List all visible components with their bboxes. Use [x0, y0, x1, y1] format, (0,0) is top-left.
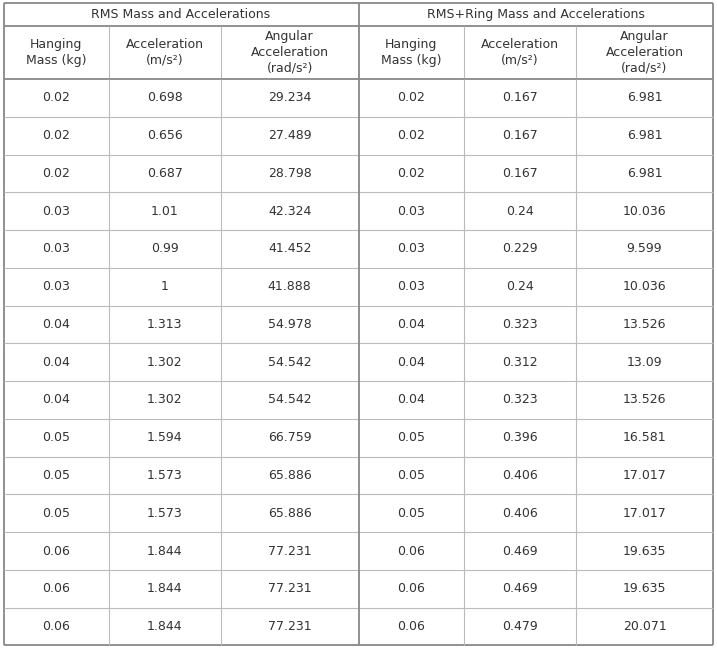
Text: 0.03: 0.03 — [42, 242, 70, 255]
Text: 0.05: 0.05 — [397, 507, 425, 520]
Text: 0.02: 0.02 — [397, 167, 425, 180]
Text: 0.698: 0.698 — [147, 91, 183, 104]
Text: 0.687: 0.687 — [147, 167, 183, 180]
Text: 20.071: 20.071 — [622, 620, 666, 633]
Text: 54.978: 54.978 — [267, 318, 311, 331]
Text: 19.635: 19.635 — [623, 544, 666, 557]
Text: 0.656: 0.656 — [147, 129, 183, 142]
Text: Acceleration
(m/s²): Acceleration (m/s²) — [125, 38, 204, 67]
Text: 1.01: 1.01 — [151, 205, 179, 218]
Text: 27.489: 27.489 — [268, 129, 311, 142]
Text: 1.573: 1.573 — [147, 469, 183, 482]
Text: 13.09: 13.09 — [627, 356, 663, 369]
Text: 28.798: 28.798 — [267, 167, 311, 180]
Text: 0.479: 0.479 — [502, 620, 538, 633]
Text: 10.036: 10.036 — [623, 280, 666, 293]
Text: 0.03: 0.03 — [42, 280, 70, 293]
Text: 0.469: 0.469 — [502, 544, 538, 557]
Text: 0.04: 0.04 — [42, 318, 70, 331]
Text: 0.167: 0.167 — [502, 129, 538, 142]
Text: 0.02: 0.02 — [397, 129, 425, 142]
Text: 0.469: 0.469 — [502, 583, 538, 596]
Text: 0.06: 0.06 — [397, 583, 425, 596]
Text: 1.844: 1.844 — [147, 583, 183, 596]
Text: 19.635: 19.635 — [623, 583, 666, 596]
Text: 1.844: 1.844 — [147, 544, 183, 557]
Text: 0.02: 0.02 — [42, 91, 70, 104]
Text: 0.06: 0.06 — [397, 620, 425, 633]
Text: 1.844: 1.844 — [147, 620, 183, 633]
Text: 0.02: 0.02 — [42, 129, 70, 142]
Text: 0.05: 0.05 — [397, 432, 425, 445]
Text: Hanging
Mass (kg): Hanging Mass (kg) — [26, 38, 86, 67]
Text: 0.05: 0.05 — [42, 432, 70, 445]
Text: 0.06: 0.06 — [42, 544, 70, 557]
Text: 1: 1 — [161, 280, 168, 293]
Text: Acceleration
(m/s²): Acceleration (m/s²) — [480, 38, 559, 67]
Text: Angular
Acceleration
(rad/s²): Angular Acceleration (rad/s²) — [251, 30, 328, 75]
Text: 65.886: 65.886 — [267, 507, 311, 520]
Text: 0.03: 0.03 — [397, 242, 425, 255]
Text: 17.017: 17.017 — [622, 469, 666, 482]
Text: 66.759: 66.759 — [268, 432, 311, 445]
Text: 41.452: 41.452 — [268, 242, 311, 255]
Text: 0.04: 0.04 — [397, 393, 425, 406]
Text: 0.323: 0.323 — [502, 393, 538, 406]
Text: 29.234: 29.234 — [268, 91, 311, 104]
Text: 42.324: 42.324 — [268, 205, 311, 218]
Text: 0.03: 0.03 — [42, 205, 70, 218]
Text: 65.886: 65.886 — [267, 469, 311, 482]
Text: 0.167: 0.167 — [502, 91, 538, 104]
Text: 6.981: 6.981 — [627, 129, 663, 142]
Text: 0.04: 0.04 — [397, 318, 425, 331]
Text: 0.24: 0.24 — [505, 280, 533, 293]
Text: 0.04: 0.04 — [42, 356, 70, 369]
Text: 54.542: 54.542 — [268, 356, 311, 369]
Text: 0.03: 0.03 — [397, 280, 425, 293]
Text: 0.99: 0.99 — [151, 242, 179, 255]
Text: 0.05: 0.05 — [42, 507, 70, 520]
Text: 0.04: 0.04 — [42, 393, 70, 406]
Text: 0.05: 0.05 — [42, 469, 70, 482]
Text: 41.888: 41.888 — [267, 280, 311, 293]
Text: 10.036: 10.036 — [623, 205, 666, 218]
Text: 0.24: 0.24 — [505, 205, 533, 218]
Text: 0.02: 0.02 — [397, 91, 425, 104]
Text: 0.167: 0.167 — [502, 167, 538, 180]
Text: 0.04: 0.04 — [397, 356, 425, 369]
Text: 13.526: 13.526 — [623, 318, 666, 331]
Text: 0.396: 0.396 — [502, 432, 538, 445]
Text: 17.017: 17.017 — [622, 507, 666, 520]
Text: 13.526: 13.526 — [623, 393, 666, 406]
Text: 9.599: 9.599 — [627, 242, 663, 255]
Text: 0.323: 0.323 — [502, 318, 538, 331]
Text: 0.05: 0.05 — [397, 469, 425, 482]
Text: 0.03: 0.03 — [397, 205, 425, 218]
Text: 6.981: 6.981 — [627, 167, 663, 180]
Text: 1.313: 1.313 — [147, 318, 182, 331]
Text: 0.312: 0.312 — [502, 356, 538, 369]
Text: 0.06: 0.06 — [397, 544, 425, 557]
Text: 0.06: 0.06 — [42, 620, 70, 633]
Text: 0.06: 0.06 — [42, 583, 70, 596]
Text: 16.581: 16.581 — [623, 432, 666, 445]
Text: 54.542: 54.542 — [268, 393, 311, 406]
Text: 0.406: 0.406 — [502, 507, 538, 520]
Text: 0.02: 0.02 — [42, 167, 70, 180]
Text: 0.406: 0.406 — [502, 469, 538, 482]
Text: 0.229: 0.229 — [502, 242, 538, 255]
Text: 77.231: 77.231 — [268, 620, 311, 633]
Text: 6.981: 6.981 — [627, 91, 663, 104]
Text: 77.231: 77.231 — [268, 583, 311, 596]
Text: Angular
Acceleration
(rad/s²): Angular Acceleration (rad/s²) — [606, 30, 683, 75]
Text: 1.302: 1.302 — [147, 356, 183, 369]
Text: 1.302: 1.302 — [147, 393, 183, 406]
Text: Hanging
Mass (kg): Hanging Mass (kg) — [381, 38, 441, 67]
Text: RMS Mass and Accelerations: RMS Mass and Accelerations — [92, 8, 270, 21]
Text: RMS+Ring Mass and Accelerations: RMS+Ring Mass and Accelerations — [427, 8, 645, 21]
Text: 1.573: 1.573 — [147, 507, 183, 520]
Text: 1.594: 1.594 — [147, 432, 183, 445]
Text: 77.231: 77.231 — [268, 544, 311, 557]
